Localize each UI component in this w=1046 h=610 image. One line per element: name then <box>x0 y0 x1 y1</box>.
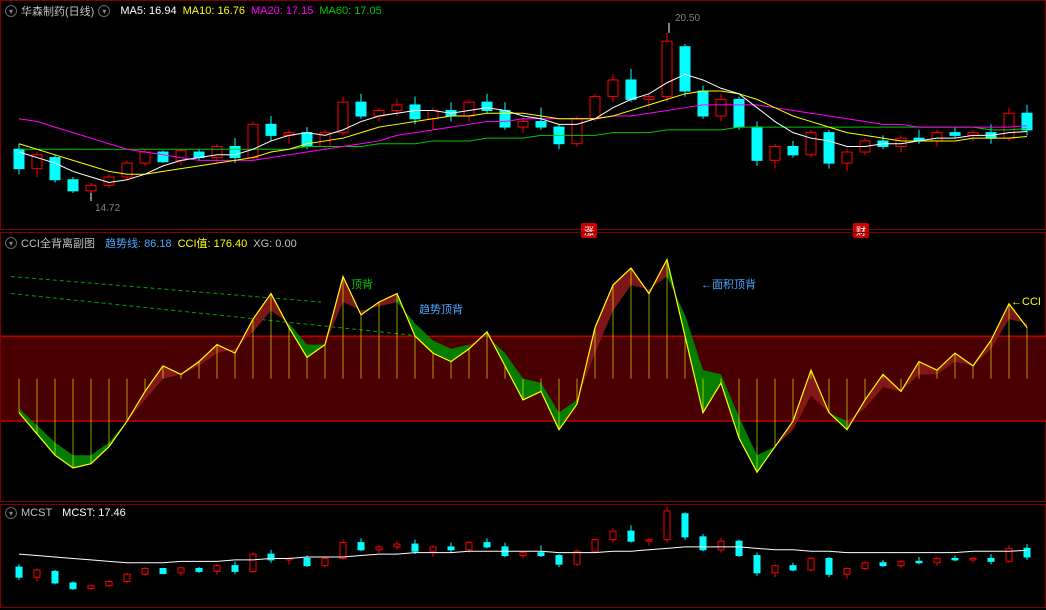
cci-panel[interactable]: ▾ CCI全背离副图 趋势线: 86.18 CCI值: 176.40 XG: 0.0… <box>0 232 1046 502</box>
cci-chart-svg: 顶背趋势顶背 ←面积顶背 ←CCI <box>1 233 1046 503</box>
svg-text:20.50: 20.50 <box>675 13 700 24</box>
main-chart-svg: 20.50 14.72 <box>1 1 1046 231</box>
svg-text:←面积顶背: ←面积顶背 <box>701 277 756 291</box>
ma-label: MA60: 17.05 <box>319 5 381 17</box>
mcst-chart-svg <box>1 505 1046 609</box>
expand-icon[interactable]: ▾ <box>5 237 17 249</box>
svg-text:顶背: 顶背 <box>351 277 373 291</box>
mcst-panel-header: ▾ MCST MCST: 17.46 <box>5 507 126 519</box>
cci-labels: 趋势线: 86.18 CCI值: 176.40 XG: 0.00 <box>99 235 297 251</box>
svg-text:14.72: 14.72 <box>95 203 120 214</box>
dropdown-icon[interactable]: ▾ <box>98 5 110 17</box>
expand-icon[interactable]: ▾ <box>5 5 17 17</box>
mcst-label: MCST: 17.46 <box>62 507 126 519</box>
svg-text:趋势顶背: 趋势顶背 <box>419 302 463 316</box>
stock-title: 华森制药(日线) <box>21 3 94 19</box>
main-panel-header: ▾ 华森制药(日线) ▾ MA5: 16.94 MA10: 16.76 MA20: … <box>5 3 382 19</box>
chart-container: ▾ 华森制药(日线) ▾ MA5: 16.94 MA10: 16.76 MA20: … <box>0 0 1046 610</box>
cci-label: XG: 0.00 <box>253 238 296 250</box>
main-chart-panel[interactable]: ▾ 华森制药(日线) ▾ MA5: 16.94 MA10: 16.76 MA20: … <box>0 0 1046 230</box>
ma-labels: MA5: 16.94 MA10: 16.76 MA20: 17.15 MA60: 17… <box>114 5 381 17</box>
cci-panel-header: ▾ CCI全背离副图 趋势线: 86.18 CCI值: 176.40 XG: 0.0… <box>5 235 297 251</box>
mcst-title: MCST <box>21 507 52 519</box>
ma-label: MA20: 17.15 <box>251 5 313 17</box>
expand-icon[interactable]: ▾ <box>5 507 17 519</box>
cci-title: CCI全背离副图 <box>21 235 95 251</box>
ma-label: MA5: 16.94 <box>120 5 176 17</box>
mcst-panel[interactable]: ▾ MCST MCST: 17.46 <box>0 504 1046 608</box>
cci-label: 趋势线: 86.18 <box>105 238 172 250</box>
svg-text:←CCI: ←CCI <box>1011 296 1041 308</box>
ma-label: MA10: 16.76 <box>183 5 245 17</box>
cci-label: CCI值: 176.40 <box>178 238 248 250</box>
mcst-labels: MCST: 17.46 <box>56 507 126 519</box>
